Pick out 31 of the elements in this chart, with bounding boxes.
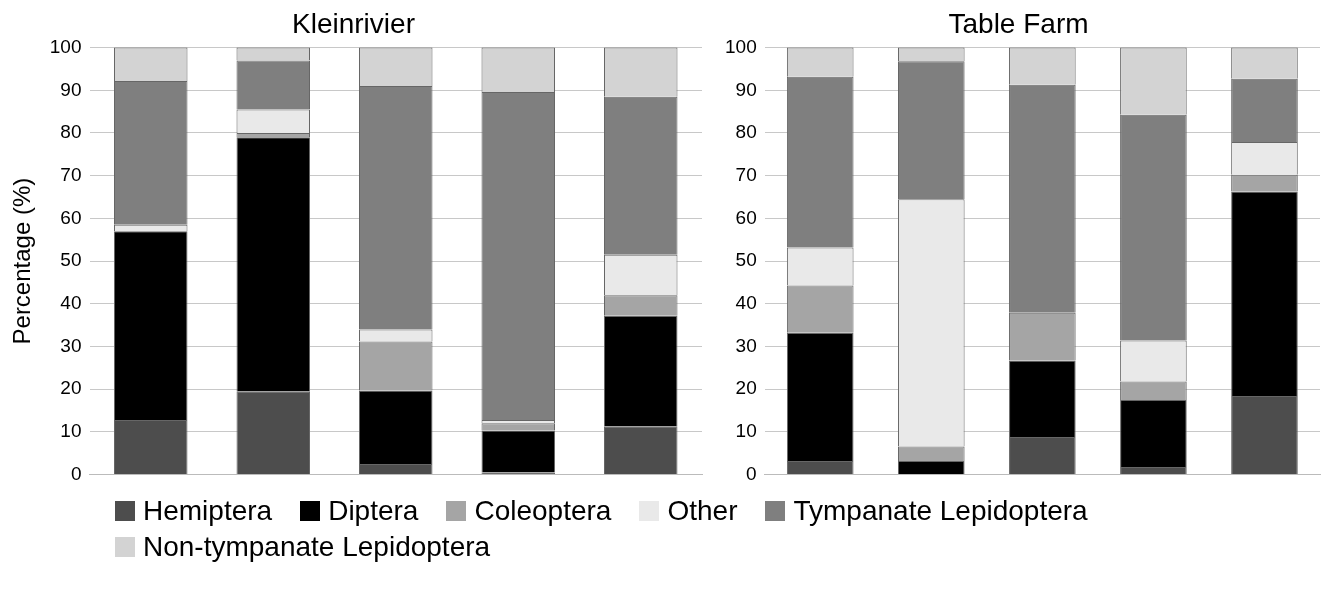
y-tick-label: 90 bbox=[735, 78, 757, 100]
y-tick-label: 0 bbox=[746, 462, 757, 484]
legend-label: Non-tympanate Lepidoptera bbox=[143, 531, 491, 563]
y-tick-label: 60 bbox=[60, 206, 82, 228]
y-tick-label: 60 bbox=[735, 206, 757, 228]
chart-title: Table Farm bbox=[948, 7, 1089, 39]
y-tick-label: 100 bbox=[725, 35, 757, 57]
y-tick-label: 30 bbox=[735, 334, 757, 356]
legend-label: Diptera bbox=[328, 495, 419, 527]
y-tick-label: 40 bbox=[735, 292, 757, 314]
y-tick-label: 90 bbox=[60, 78, 82, 100]
y-tick-label: 10 bbox=[60, 420, 82, 442]
y-tick-label: 20 bbox=[60, 377, 82, 399]
y-axis-title: Percentage (%) bbox=[8, 177, 36, 345]
y-tick-label: 20 bbox=[735, 377, 757, 399]
y-tick-label: 40 bbox=[60, 292, 82, 314]
y-tick-label: 0 bbox=[70, 462, 82, 484]
y-tick-label: 50 bbox=[60, 249, 82, 271]
y-tick-label: 50 bbox=[735, 249, 757, 271]
y-tick-label: 70 bbox=[60, 163, 82, 185]
y-tick-label: 100 bbox=[49, 35, 82, 57]
chart-title: Kleinrivier bbox=[292, 7, 415, 39]
legend-label: Hemiptera bbox=[143, 495, 273, 527]
legend-label: Coleoptera bbox=[474, 495, 612, 527]
y-tick-label: 70 bbox=[735, 163, 757, 185]
legend-label: Other bbox=[667, 495, 738, 527]
y-tick-label: 80 bbox=[735, 121, 757, 143]
legend-label: Tympanate Lepidoptera bbox=[793, 495, 1088, 527]
y-tick-label: 30 bbox=[60, 334, 82, 356]
y-tick-label: 10 bbox=[735, 420, 757, 442]
y-tick-label: 80 bbox=[60, 121, 82, 143]
